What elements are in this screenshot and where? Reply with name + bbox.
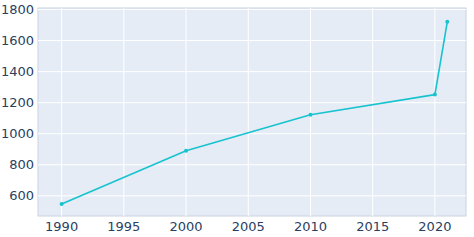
x-tick-label: 1995 (107, 219, 140, 234)
y-tick-label: 1000 (1, 126, 34, 141)
grid (38, 8, 466, 216)
y-grid-line (38, 164, 466, 165)
y-grid-line (38, 195, 466, 196)
x-grid-line (186, 8, 187, 216)
data-line (62, 22, 448, 204)
tick-labels: 600 800 1000 1200 1400 1600 1800 1990 1995 2000 20… (1, 2, 452, 234)
data-point (184, 149, 188, 153)
data-layer (60, 20, 450, 206)
x-tick-label: 2010 (294, 219, 327, 234)
chart-svg: 600 800 1000 1200 1400 1600 1800 1990 1995 2000 20… (0, 0, 474, 237)
plot-frame (38, 8, 466, 216)
y-tick-label: 1600 (1, 33, 34, 48)
y-tick-label: 1800 (1, 2, 34, 17)
y-tick-label: 1200 (1, 95, 34, 110)
chart-container: 600 800 1000 1200 1400 1600 1800 1990 1995 2000 20… (0, 0, 474, 237)
data-point (445, 20, 449, 24)
x-grid-line (248, 8, 249, 216)
x-grid-line (372, 8, 373, 216)
y-tick-label: 1400 (1, 64, 34, 79)
x-grid-line (434, 8, 435, 216)
x-tick-label: 2000 (170, 219, 203, 234)
x-tick-label: 2005 (232, 219, 265, 234)
x-tick-label: 2020 (418, 219, 451, 234)
y-grid-line (38, 133, 466, 134)
y-grid-line (38, 71, 466, 72)
x-grid-line (123, 8, 124, 216)
x-tick-label: 2015 (356, 219, 389, 234)
data-point (60, 202, 64, 206)
x-tick-label: 1990 (45, 219, 78, 234)
y-grid-line (38, 102, 466, 103)
x-grid-line (310, 8, 311, 216)
data-point (433, 93, 437, 97)
y-tick-label: 800 (9, 157, 34, 172)
y-grid-line (38, 9, 466, 10)
x-grid-line (61, 8, 62, 216)
y-tick-label: 600 (9, 188, 34, 203)
data-point (308, 113, 312, 117)
y-grid-line (38, 40, 466, 41)
